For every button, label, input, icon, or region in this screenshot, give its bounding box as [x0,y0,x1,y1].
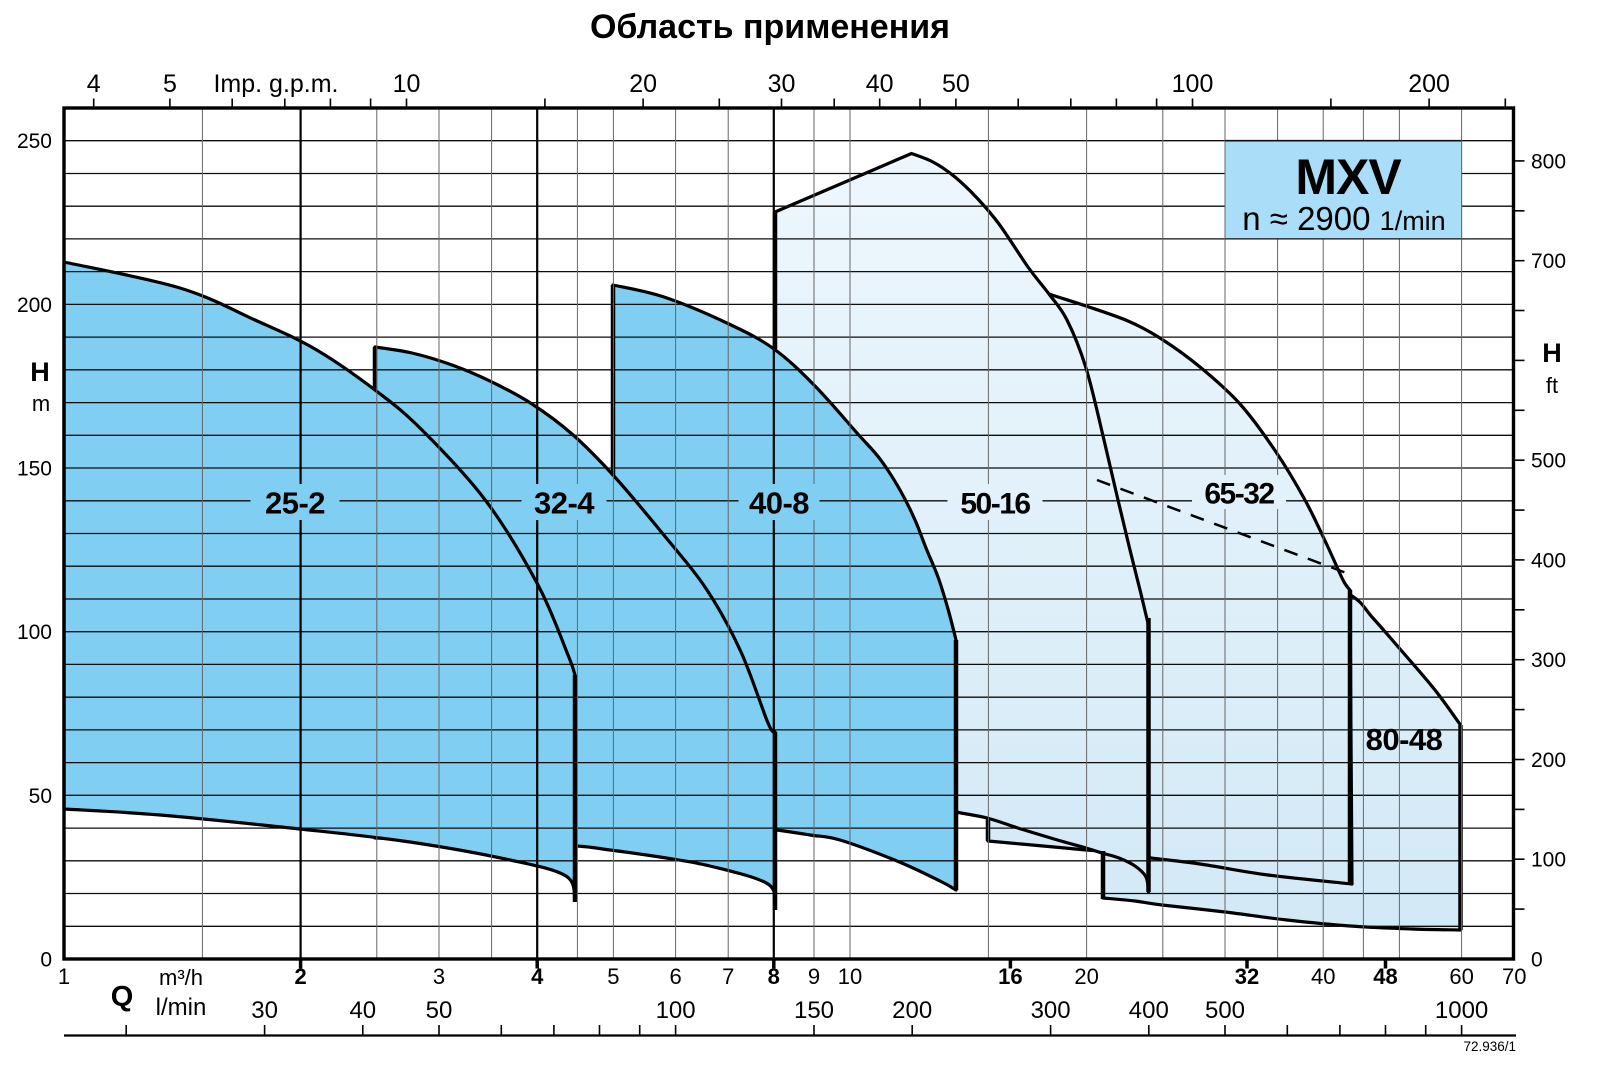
svg-text:3: 3 [433,964,445,989]
svg-text:40: 40 [866,70,894,98]
svg-text:Q: Q [111,981,134,1013]
svg-text:50-16: 50-16 [960,488,1030,521]
svg-text:2: 2 [294,964,306,989]
svg-text:50: 50 [29,785,52,808]
svg-text:700: 700 [1531,250,1566,273]
svg-text:8: 8 [768,964,780,989]
svg-text:Область применения: Область применения [590,8,950,46]
svg-text:0: 0 [1531,949,1543,972]
svg-text:5: 5 [163,70,177,98]
svg-text:30: 30 [768,70,796,98]
svg-text:m: m [32,391,50,416]
svg-text:50: 50 [942,70,970,98]
svg-text:70: 70 [1502,964,1526,989]
svg-text:300: 300 [1531,649,1566,672]
svg-text:m³/h: m³/h [159,965,203,990]
svg-text:60: 60 [1449,964,1473,989]
svg-text:72.936/1: 72.936/1 [1463,1039,1516,1054]
svg-text:500: 500 [1205,997,1245,1024]
svg-text:400: 400 [1531,549,1566,572]
svg-text:100: 100 [1531,849,1566,872]
svg-text:H: H [1542,338,1562,368]
svg-text:10: 10 [393,70,421,98]
svg-text:n ≈ 2900 1/min: n ≈ 2900 1/min [1242,200,1445,237]
svg-text:1: 1 [58,964,70,989]
svg-text:7: 7 [722,964,734,989]
svg-text:40: 40 [1311,964,1335,989]
svg-text:32-4: 32-4 [534,486,595,521]
svg-text:20: 20 [629,70,657,98]
svg-text:100: 100 [17,621,52,644]
svg-text:400: 400 [1129,997,1169,1024]
svg-text:500: 500 [1531,450,1566,473]
svg-text:ft: ft [1546,373,1558,398]
svg-text:800: 800 [1531,150,1566,173]
svg-text:H: H [30,357,50,387]
svg-text:10: 10 [838,964,862,989]
svg-text:5: 5 [607,964,619,989]
svg-text:30: 30 [251,997,278,1024]
svg-text:1000: 1000 [1435,997,1488,1024]
svg-text:0: 0 [40,949,52,972]
svg-text:100: 100 [656,997,696,1024]
svg-text:100: 100 [1172,70,1214,98]
svg-text:150: 150 [17,458,52,481]
svg-text:300: 300 [1031,997,1071,1024]
svg-text:250: 250 [17,130,52,153]
svg-text:200: 200 [1531,749,1566,772]
svg-text:50: 50 [426,997,453,1024]
svg-text:MXV: MXV [1295,149,1402,205]
svg-text:200: 200 [892,997,932,1024]
svg-text:200: 200 [1408,70,1450,98]
svg-text:40: 40 [349,997,376,1024]
svg-text:4: 4 [87,70,101,98]
svg-text:200: 200 [17,294,52,317]
svg-text:150: 150 [794,997,834,1024]
svg-text:l/min: l/min [156,994,207,1021]
svg-text:4: 4 [531,964,544,989]
svg-text:80-48: 80-48 [1366,722,1443,757]
svg-text:6: 6 [669,964,681,989]
svg-text:Imp. g.p.m.: Imp. g.p.m. [213,70,338,98]
svg-text:65-32: 65-32 [1204,478,1274,511]
svg-text:20: 20 [1074,964,1098,989]
svg-text:40-8: 40-8 [749,486,809,521]
svg-text:9: 9 [808,964,820,989]
svg-text:25-2: 25-2 [265,486,325,521]
